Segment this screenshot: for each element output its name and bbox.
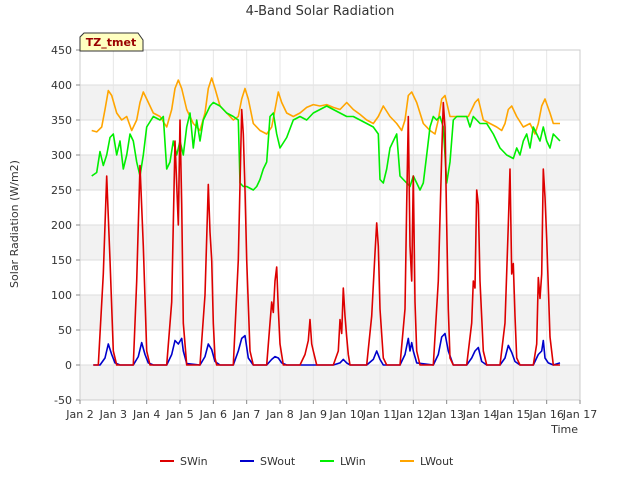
x-tick-label: Jan 17	[562, 408, 597, 421]
plot-band	[80, 155, 580, 190]
x-tick-label: Jan 16	[528, 408, 563, 421]
x-tick-label: Jan 10	[328, 408, 363, 421]
series-line-swin	[93, 101, 560, 366]
station-badge: TZ_tmet	[79, 32, 144, 52]
y-tick-label: -50	[54, 394, 72, 407]
plot-band	[80, 50, 580, 85]
badge-text: TZ_tmet	[86, 36, 136, 49]
x-tick-label: Jan 13	[428, 408, 463, 421]
x-axis-ticks: Jan 2 Jan 3 Jan 4 Jan 5 Jan 6 Jan 7 Jan 8 Jan 9…	[65, 400, 597, 421]
y-tick-label: 150	[51, 254, 72, 267]
plot-area	[80, 50, 580, 400]
legend-label-swout: SWout	[260, 455, 296, 468]
x-tick-label: Jan 11	[362, 408, 397, 421]
x-tick-label: Jan 7	[232, 408, 260, 421]
y-tick-label: 300	[51, 149, 72, 162]
series-line-lwin	[91, 101, 561, 191]
y-tick-label: 250	[51, 184, 72, 197]
x-tick-label: Jan 9	[299, 408, 327, 421]
x-tick-label: Jan 4	[132, 408, 160, 421]
plot-band	[80, 190, 580, 225]
x-tick-label: Jan 12	[395, 408, 430, 421]
x-tick-label: Jan 6	[199, 408, 227, 421]
x-tick-label: Jan 3	[99, 408, 127, 421]
chart-title: 4-Band Solar Radiation	[246, 4, 395, 19]
x-tick-label: Jan 2	[65, 408, 93, 421]
y-tick-label: 100	[51, 289, 72, 302]
y-tick-label: 50	[58, 324, 72, 337]
plot-band	[80, 260, 580, 295]
series-layer	[91, 77, 561, 366]
plot-band	[80, 85, 580, 120]
legend: SWin SWout LWin LWout	[160, 455, 454, 468]
badge-box	[79, 32, 144, 52]
y-axis-ticks: -50 0 50 100 150 200 250 300 350 400 450	[51, 44, 80, 407]
plot-band	[80, 330, 580, 365]
plot-band	[80, 225, 580, 260]
y-tick-label: 0	[65, 359, 72, 372]
plot-band	[80, 295, 580, 330]
x-tick-label: Jan 15	[495, 408, 530, 421]
y-tick-label: 350	[51, 114, 72, 127]
legend-label-swin: SWin	[180, 455, 208, 468]
y-tick-label: 200	[51, 219, 72, 232]
y-tick-label: 400	[51, 79, 72, 92]
x-axis-label: Time	[550, 423, 578, 436]
legend-label-lwout: LWout	[420, 455, 454, 468]
plot-band	[80, 365, 580, 400]
y-axis-label: Solar Radiation (W/m2)	[8, 160, 21, 288]
legend-label-lwin: LWin	[340, 455, 366, 468]
x-tick-label: Jan 8	[265, 408, 293, 421]
x-tick-label: Jan 14	[462, 408, 497, 421]
x-tick-label: Jan 5	[165, 408, 193, 421]
y-tick-label: 450	[51, 44, 72, 57]
